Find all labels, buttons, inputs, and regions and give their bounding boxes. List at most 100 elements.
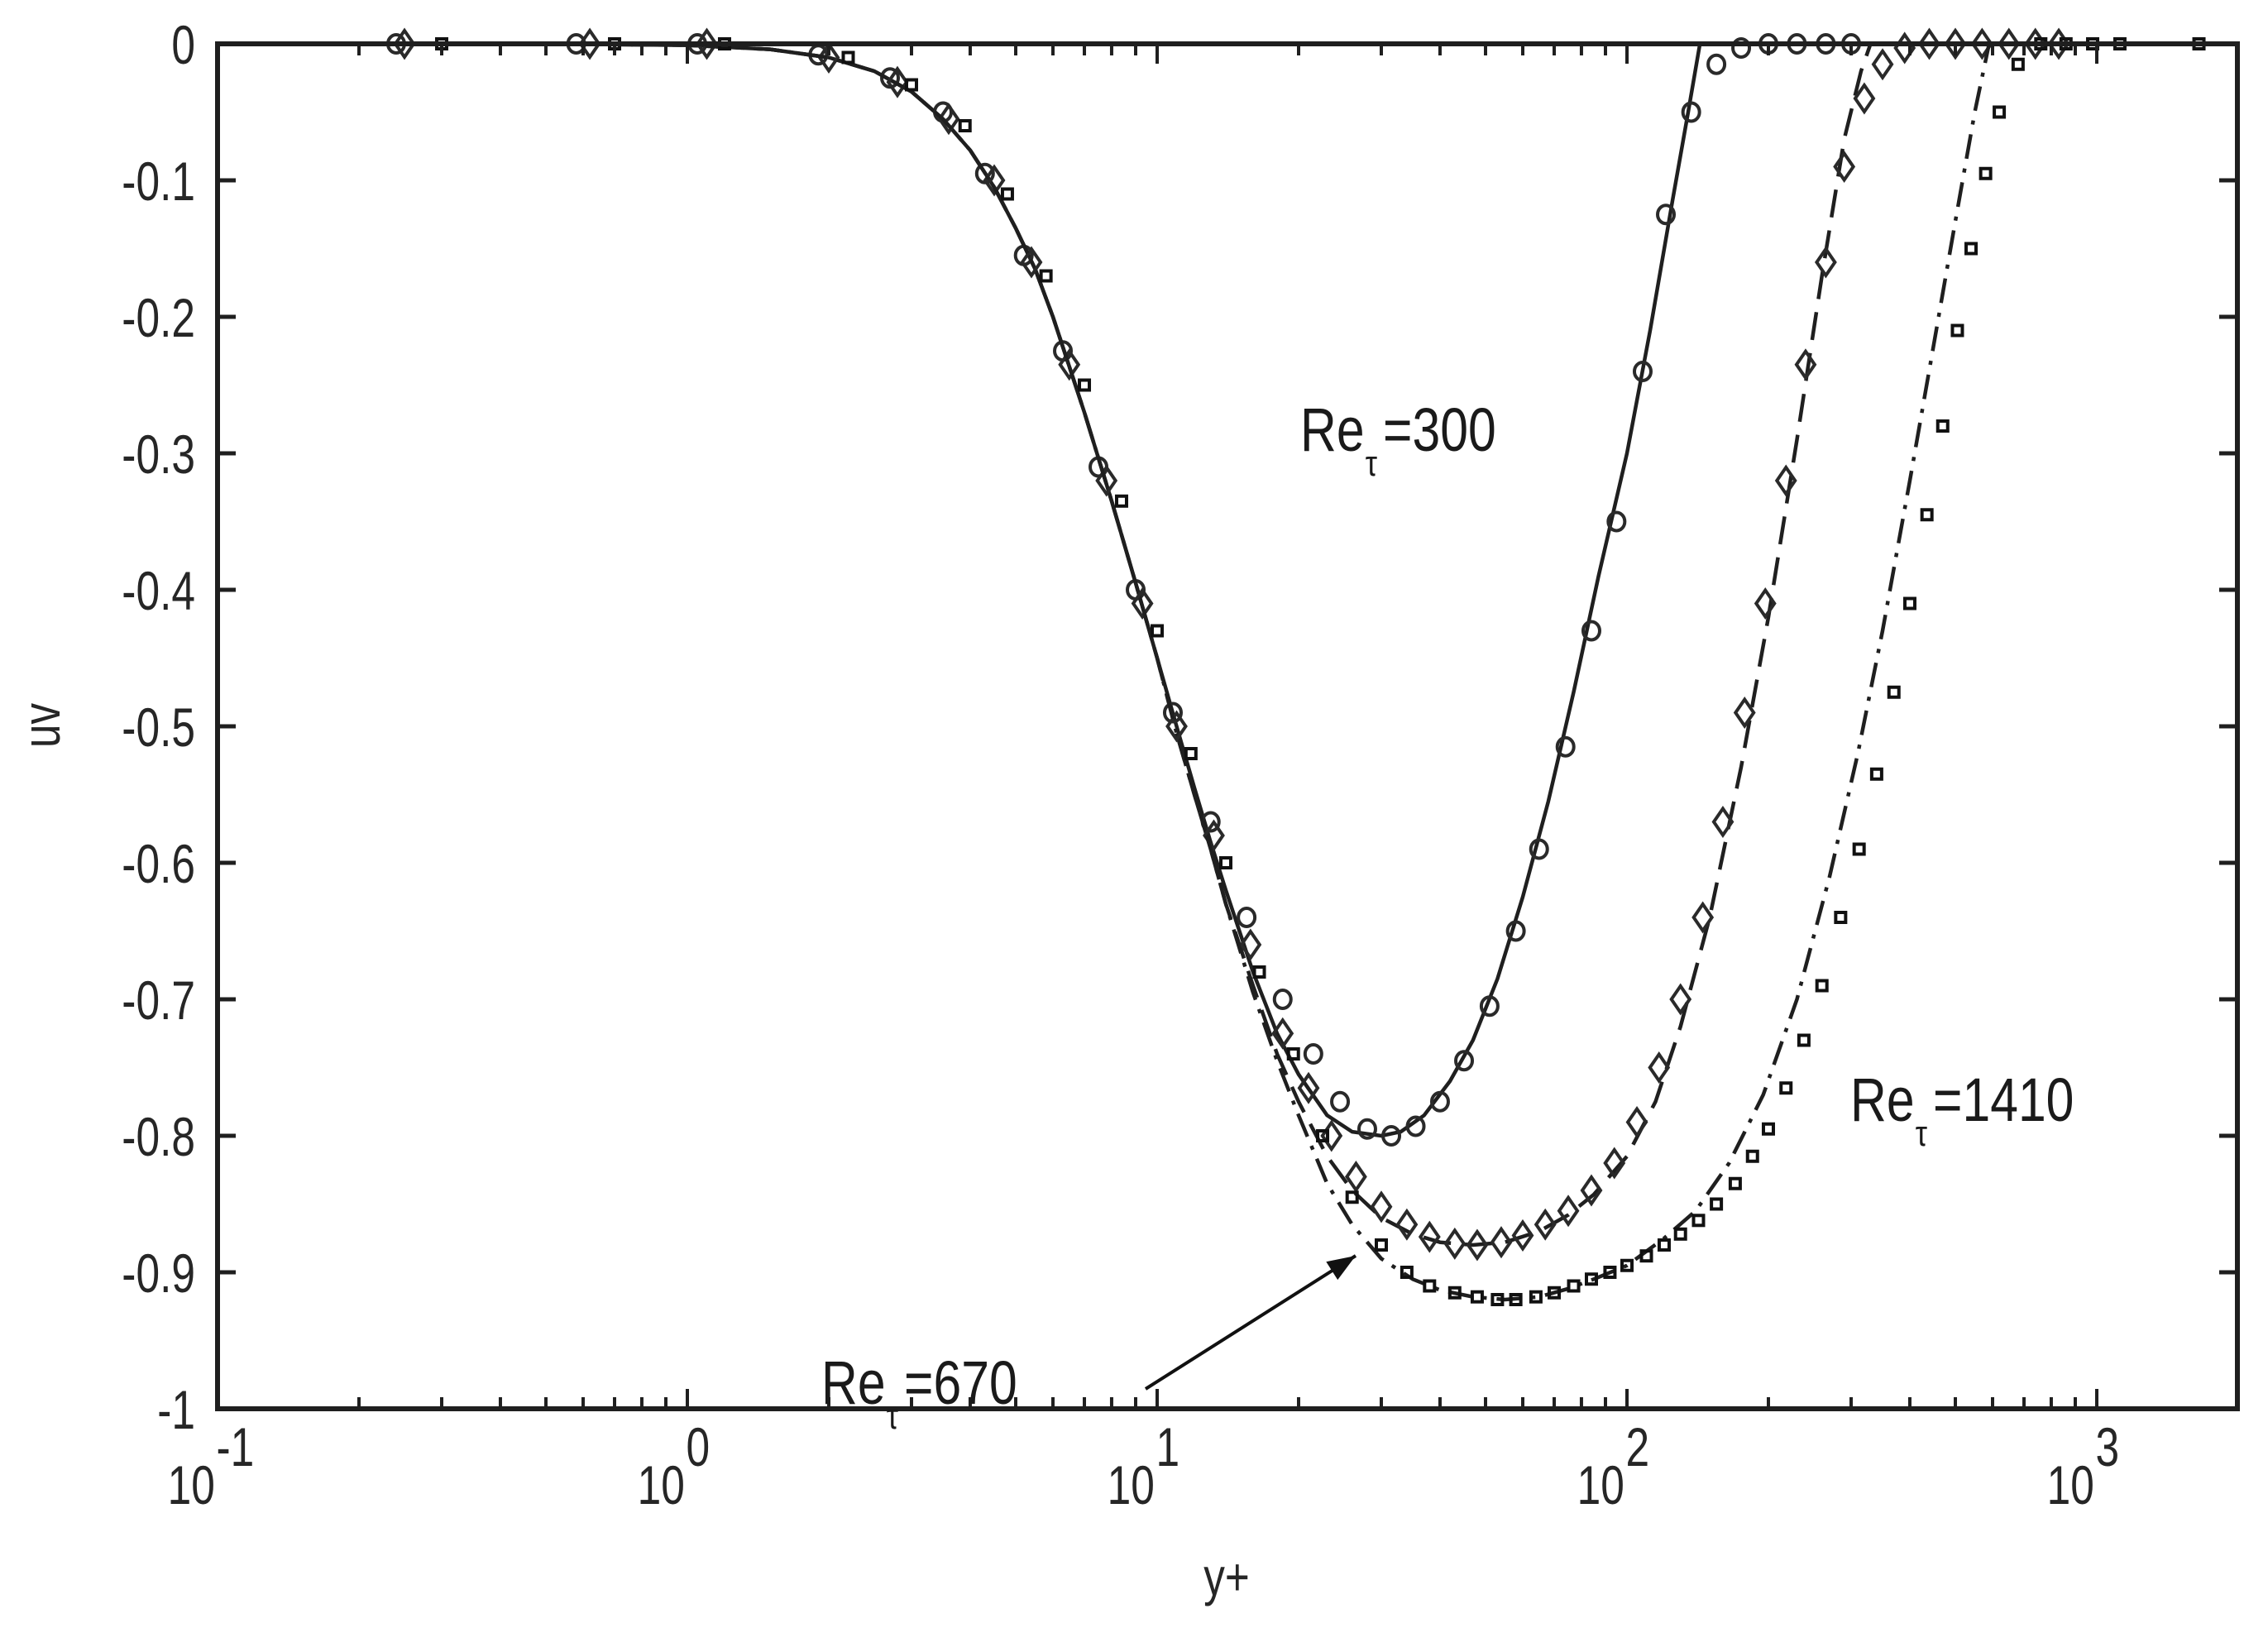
square-marker xyxy=(1039,269,1053,283)
x-tick-label: 100 xyxy=(638,1416,710,1516)
circle-marker xyxy=(1303,1043,1323,1065)
diamond-marker xyxy=(1998,27,2021,60)
square-marker xyxy=(2011,57,2025,71)
x-tick-base: 10 xyxy=(168,1454,215,1516)
circle-marker xyxy=(1330,1090,1351,1113)
square-marker xyxy=(1710,1197,1724,1211)
diamond-marker xyxy=(1944,27,1967,60)
square-marker xyxy=(1219,856,1233,869)
annotation-tau-subscript: τ xyxy=(1366,443,1377,484)
diamond-marker xyxy=(1418,1220,1441,1253)
circle-marker xyxy=(1581,620,1601,642)
square-marker xyxy=(1423,1279,1437,1293)
x-tick-label: 10-1 xyxy=(168,1416,255,1516)
square-marker xyxy=(1548,1286,1562,1300)
diamond-marker xyxy=(886,65,909,98)
diamond-marker xyxy=(1794,348,1817,381)
x-tick-exponent: 0 xyxy=(686,1416,710,1478)
square-marker xyxy=(1375,1238,1389,1252)
x-tick-base: 10 xyxy=(1108,1454,1155,1516)
series-line xyxy=(218,41,1992,1302)
square-marker xyxy=(1691,1214,1706,1228)
diamond-marker xyxy=(1669,983,1692,1016)
square-marker xyxy=(905,78,919,92)
x-axis-label: y+ xyxy=(1203,1549,1249,1607)
square-marker xyxy=(1761,1122,1775,1136)
diamond-marker xyxy=(1733,696,1756,730)
square-marker xyxy=(1920,508,1934,522)
circle-marker xyxy=(1479,995,1500,1018)
diamond-marker xyxy=(1580,1174,1603,1207)
annotation-tau-subscript: τ xyxy=(1916,1113,1927,1154)
circle-marker xyxy=(1454,1050,1475,1072)
square-marker xyxy=(1490,1293,1505,1306)
y-tick-label: -0.8 xyxy=(122,1106,195,1168)
square-marker xyxy=(841,50,855,65)
diamond-marker xyxy=(696,27,718,60)
diamond-marker xyxy=(1095,464,1118,497)
diamond-marker xyxy=(817,41,840,74)
y-axis-label: uv xyxy=(13,703,72,748)
circle-marker xyxy=(1529,838,1549,860)
square-marker xyxy=(1745,1149,1759,1163)
square-marker xyxy=(1114,494,1128,508)
square-marker xyxy=(1447,1286,1462,1300)
square-marker xyxy=(1567,1279,1581,1293)
annotation-re: Re xyxy=(821,1349,886,1417)
diamond-marker xyxy=(1203,819,1225,852)
y-tick-label: -0.6 xyxy=(122,833,195,895)
series-line xyxy=(218,41,1702,1138)
circle-marker xyxy=(1731,36,1752,59)
diamond-marker xyxy=(1271,1017,1294,1050)
diamond-marker xyxy=(1490,1226,1513,1259)
square-marker xyxy=(1000,187,1014,201)
diamond-marker xyxy=(393,27,416,60)
square-marker xyxy=(1887,685,1901,699)
diamond-marker xyxy=(578,27,601,60)
diamond-marker xyxy=(1344,1160,1367,1194)
circle-marker xyxy=(1237,907,1257,928)
diamond-marker xyxy=(1297,1071,1320,1104)
square-marker xyxy=(1639,1249,1653,1263)
diamond-marker xyxy=(1058,348,1081,381)
diamond-marker xyxy=(1534,1208,1557,1241)
diamond-marker xyxy=(1511,1219,1534,1252)
square-marker xyxy=(1509,1293,1523,1306)
annotation-value: =300 xyxy=(1383,396,1496,464)
diamond-marker xyxy=(1466,1228,1489,1262)
square-marker xyxy=(1345,1190,1359,1204)
circle-marker xyxy=(1381,1125,1402,1147)
annotation-re: Re xyxy=(1850,1066,1915,1134)
axes xyxy=(215,41,2240,1411)
square-marker xyxy=(1815,979,1829,993)
x-tick-base: 10 xyxy=(1577,1454,1624,1516)
diamond-marker xyxy=(1833,150,1856,184)
arrow-line xyxy=(1144,1254,1357,1391)
circle-marker xyxy=(1405,1115,1426,1137)
square-marker xyxy=(1852,842,1866,856)
circle-marker xyxy=(1162,701,1183,724)
diamond-marker xyxy=(1970,27,1993,60)
diamond-marker xyxy=(1020,246,1043,279)
square-marker xyxy=(958,119,972,132)
circle-marker xyxy=(1656,204,1677,226)
square-marker xyxy=(1603,1266,1617,1279)
y-tick-label: -0.3 xyxy=(122,424,195,486)
square-marker xyxy=(1902,596,1916,610)
diamond-marker xyxy=(1557,1195,1580,1228)
square-marker xyxy=(1078,378,1092,392)
arrow-head-icon xyxy=(1326,1256,1356,1281)
diamond-marker xyxy=(1370,1190,1393,1223)
circle-marker xyxy=(1681,101,1701,123)
square-marker xyxy=(1584,1272,1598,1286)
circle-marker xyxy=(1429,1090,1450,1113)
square-marker xyxy=(1935,419,1950,433)
annotation-re670: Re τ =670 xyxy=(821,1349,1017,1436)
x-tick-label: 102 xyxy=(1577,1416,1649,1516)
circle-marker xyxy=(1555,735,1576,758)
x-tick-exponent: -1 xyxy=(216,1416,254,1478)
diamond-marker xyxy=(1395,1208,1419,1241)
